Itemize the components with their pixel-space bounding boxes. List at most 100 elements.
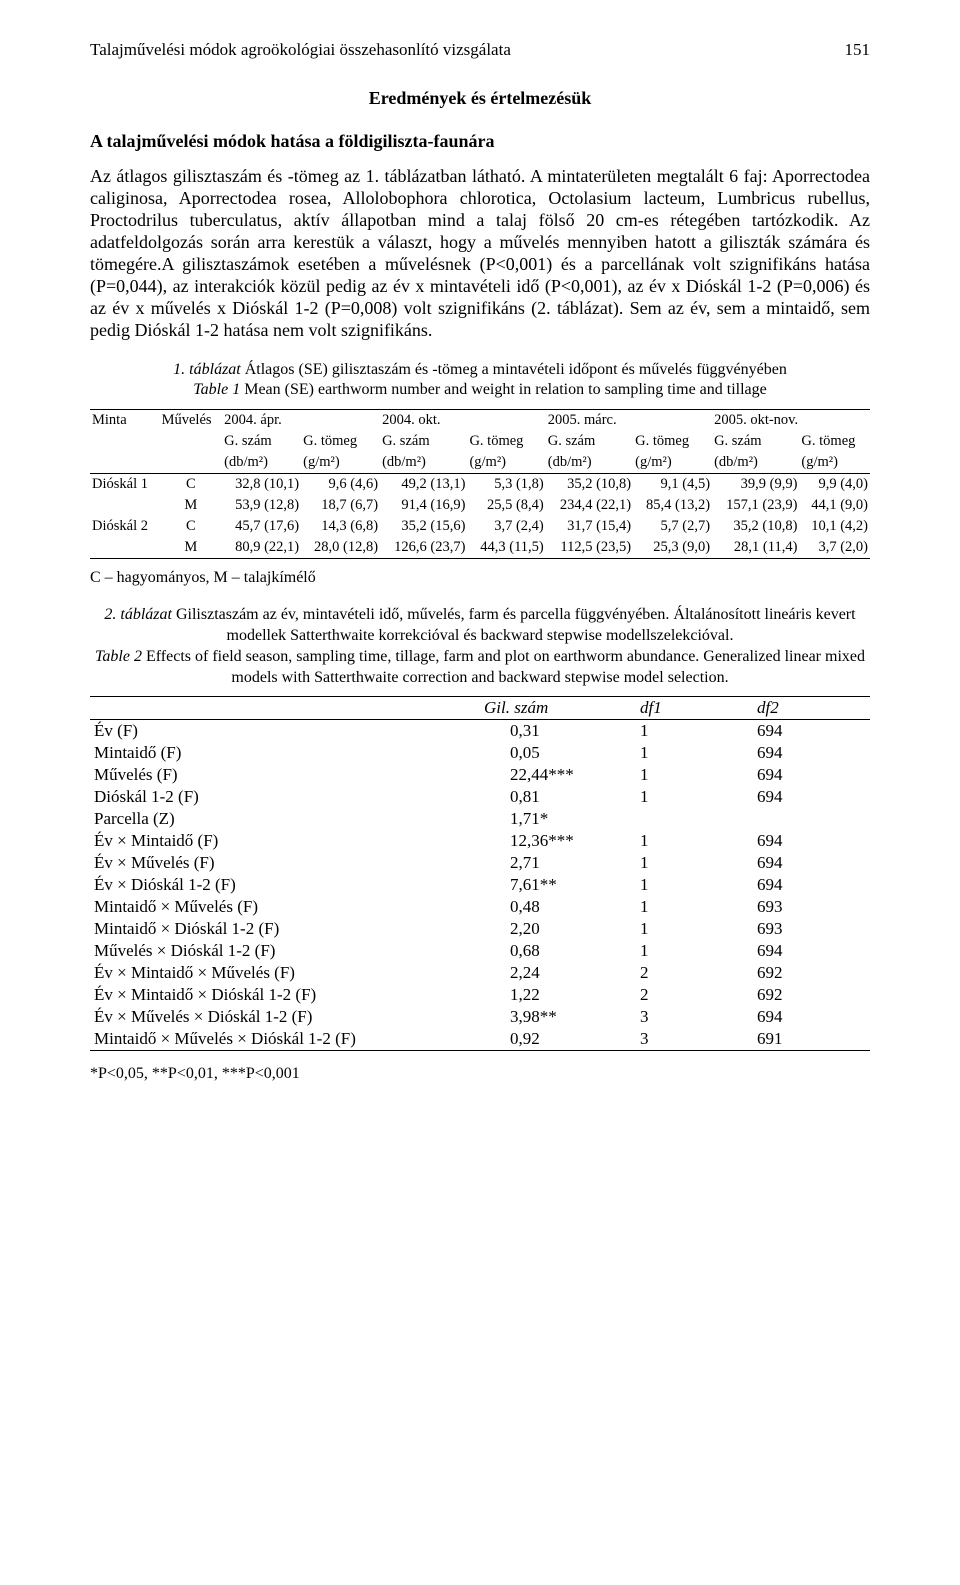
table2-sig-note: *P<0,05, **P<0,01, ***P<0,001 xyxy=(90,1065,870,1083)
t2-df2: 694 xyxy=(753,1006,870,1028)
t1-unit-tomeg: (g/m²) xyxy=(301,452,380,474)
t1-cell: 18,7 (6,7) xyxy=(301,495,380,516)
t2-df2: 692 xyxy=(753,984,870,1006)
t2-gil: 0,05 xyxy=(480,742,636,764)
t1-muv: M xyxy=(160,495,223,516)
table1-caption-hu-it: 1. táblázat xyxy=(173,361,241,378)
table2-caption-hu-rest: Gilisztaszám az év, mintavételi idő, műv… xyxy=(172,606,856,644)
t2-gil: 2,71 xyxy=(480,852,636,874)
t2-df2: 694 xyxy=(753,852,870,874)
t2-df2: 693 xyxy=(753,918,870,940)
t1-cell: 85,4 (13,2) xyxy=(633,495,712,516)
t2-df1: 1 xyxy=(636,852,753,874)
t1-period-0: 2004. ápr. xyxy=(222,410,380,432)
t2-gil: 0,48 xyxy=(480,896,636,918)
t2-df1: 3 xyxy=(636,1006,753,1028)
table1-caption-hu-rest: Átlagos (SE) gilisztaszám és -tömeg a mi… xyxy=(241,361,787,378)
t2-label: Művelés × Dióskál 1-2 (F) xyxy=(90,940,480,962)
t1-cell: 45,7 (17,6) xyxy=(222,516,301,537)
t2-label: Dióskál 1-2 (F) xyxy=(90,786,480,808)
t1-cell: 9,1 (4,5) xyxy=(633,474,712,496)
t2-df1: 1 xyxy=(636,786,753,808)
t1-sub-tomeg: G. tömeg xyxy=(799,431,870,452)
t2-gil: 1,22 xyxy=(480,984,636,1006)
t1-cell: 31,7 (15,4) xyxy=(546,516,633,537)
t1-sub-szam: G. szám xyxy=(380,431,467,452)
t2-gil: 22,44*** xyxy=(480,764,636,786)
t2-df2: 692 xyxy=(753,962,870,984)
t2-df2: 694 xyxy=(753,742,870,764)
t2-head-df2: df2 xyxy=(753,697,870,720)
t2-label: Év × Mintaidő × Művelés (F) xyxy=(90,962,480,984)
t1-minta xyxy=(90,495,160,516)
t1-cell: 25,3 (9,0) xyxy=(633,537,712,559)
table1-footnote: C – hagyományos, M – talajkímélő xyxy=(90,569,870,587)
t2-df1: 1 xyxy=(636,940,753,962)
t1-muv: M xyxy=(160,537,223,559)
t2-gil: 0,31 xyxy=(480,720,636,743)
t1-cell: 28,1 (11,4) xyxy=(712,537,799,559)
t2-gil: 7,61** xyxy=(480,874,636,896)
t2-gil: 3,98** xyxy=(480,1006,636,1028)
table2-caption: 2. táblázat Gilisztaszám az év, mintavét… xyxy=(90,605,870,688)
t1-period-3: 2005. okt-nov. xyxy=(712,410,870,432)
t2-df1: 2 xyxy=(636,984,753,1006)
t2-df1: 2 xyxy=(636,962,753,984)
t2-label: Mintaidő × Művelés (F) xyxy=(90,896,480,918)
t1-sub-tomeg: G. tömeg xyxy=(301,431,380,452)
t1-cell: 9,6 (4,6) xyxy=(301,474,380,496)
t1-unit-szam: (db/m²) xyxy=(712,452,799,474)
t1-cell: 25,5 (8,4) xyxy=(467,495,545,516)
body-paragraph: Az átlagos gilisztaszám és -tömeg az 1. … xyxy=(90,166,870,342)
t1-muv: C xyxy=(160,474,223,496)
t2-df1: 1 xyxy=(636,830,753,852)
t2-label: Év × Mintaidő × Dióskál 1-2 (F) xyxy=(90,984,480,1006)
t2-df2: 694 xyxy=(753,940,870,962)
t1-head-minta: Minta xyxy=(90,410,160,432)
t1-unit-tomeg: (g/m²) xyxy=(633,452,712,474)
t1-sub-szam: G. szám xyxy=(222,431,301,452)
t1-cell: 39,9 (9,9) xyxy=(712,474,799,496)
t1-head-muveles: Művelés xyxy=(160,410,223,432)
t1-cell: 10,1 (4,2) xyxy=(799,516,870,537)
running-head: Talajművelési módok agroökológiai összeh… xyxy=(90,40,870,60)
t2-df1 xyxy=(636,808,753,830)
t2-label: Év × Mintaidő (F) xyxy=(90,830,480,852)
t1-cell: 5,3 (1,8) xyxy=(467,474,545,496)
t1-cell: 91,4 (16,9) xyxy=(380,495,467,516)
t2-gil: 1,71* xyxy=(480,808,636,830)
t2-df1: 1 xyxy=(636,764,753,786)
t1-cell: 14,3 (6,8) xyxy=(301,516,380,537)
t2-label: Év × Dióskál 1-2 (F) xyxy=(90,874,480,896)
t1-cell: 126,6 (23,7) xyxy=(380,537,467,559)
t1-cell: 80,9 (22,1) xyxy=(222,537,301,559)
t1-cell: 35,2 (10,8) xyxy=(712,516,799,537)
t2-df2: 694 xyxy=(753,830,870,852)
t2-df1: 1 xyxy=(636,874,753,896)
t1-cell: 28,0 (12,8) xyxy=(301,537,380,559)
t1-sub-tomeg: G. tömeg xyxy=(467,431,545,452)
t1-period-1: 2004. okt. xyxy=(380,410,546,432)
t2-label: Év × Művelés (F) xyxy=(90,852,480,874)
t2-head-df1: df1 xyxy=(636,697,753,720)
t1-cell: 53,9 (12,8) xyxy=(222,495,301,516)
t2-label: Mintaidő × Művelés × Dióskál 1-2 (F) xyxy=(90,1028,480,1051)
t1-cell: 112,5 (23,5) xyxy=(546,537,633,559)
t2-label: Év × Művelés × Dióskál 1-2 (F) xyxy=(90,1006,480,1028)
page-number: 151 xyxy=(845,40,871,60)
table2-caption-en-it: Table 2 xyxy=(95,648,146,665)
t2-label: Mintaidő × Dióskál 1-2 (F) xyxy=(90,918,480,940)
t1-unit-szam: (db/m²) xyxy=(546,452,633,474)
table1-caption: 1. táblázat Átlagos (SE) gilisztaszám és… xyxy=(90,360,870,402)
t1-cell: 157,1 (23,9) xyxy=(712,495,799,516)
t1-cell: 44,1 (9,0) xyxy=(799,495,870,516)
t2-gil: 2,20 xyxy=(480,918,636,940)
t1-unit-szam: (db/m²) xyxy=(380,452,467,474)
t2-df2: 694 xyxy=(753,786,870,808)
t1-minta: Dióskál 1 xyxy=(90,474,160,496)
t1-cell: 3,7 (2,4) xyxy=(467,516,545,537)
t1-period-2: 2005. márc. xyxy=(546,410,712,432)
t2-df1: 1 xyxy=(636,896,753,918)
t2-label: Parcella (Z) xyxy=(90,808,480,830)
t1-cell: 49,2 (13,1) xyxy=(380,474,467,496)
